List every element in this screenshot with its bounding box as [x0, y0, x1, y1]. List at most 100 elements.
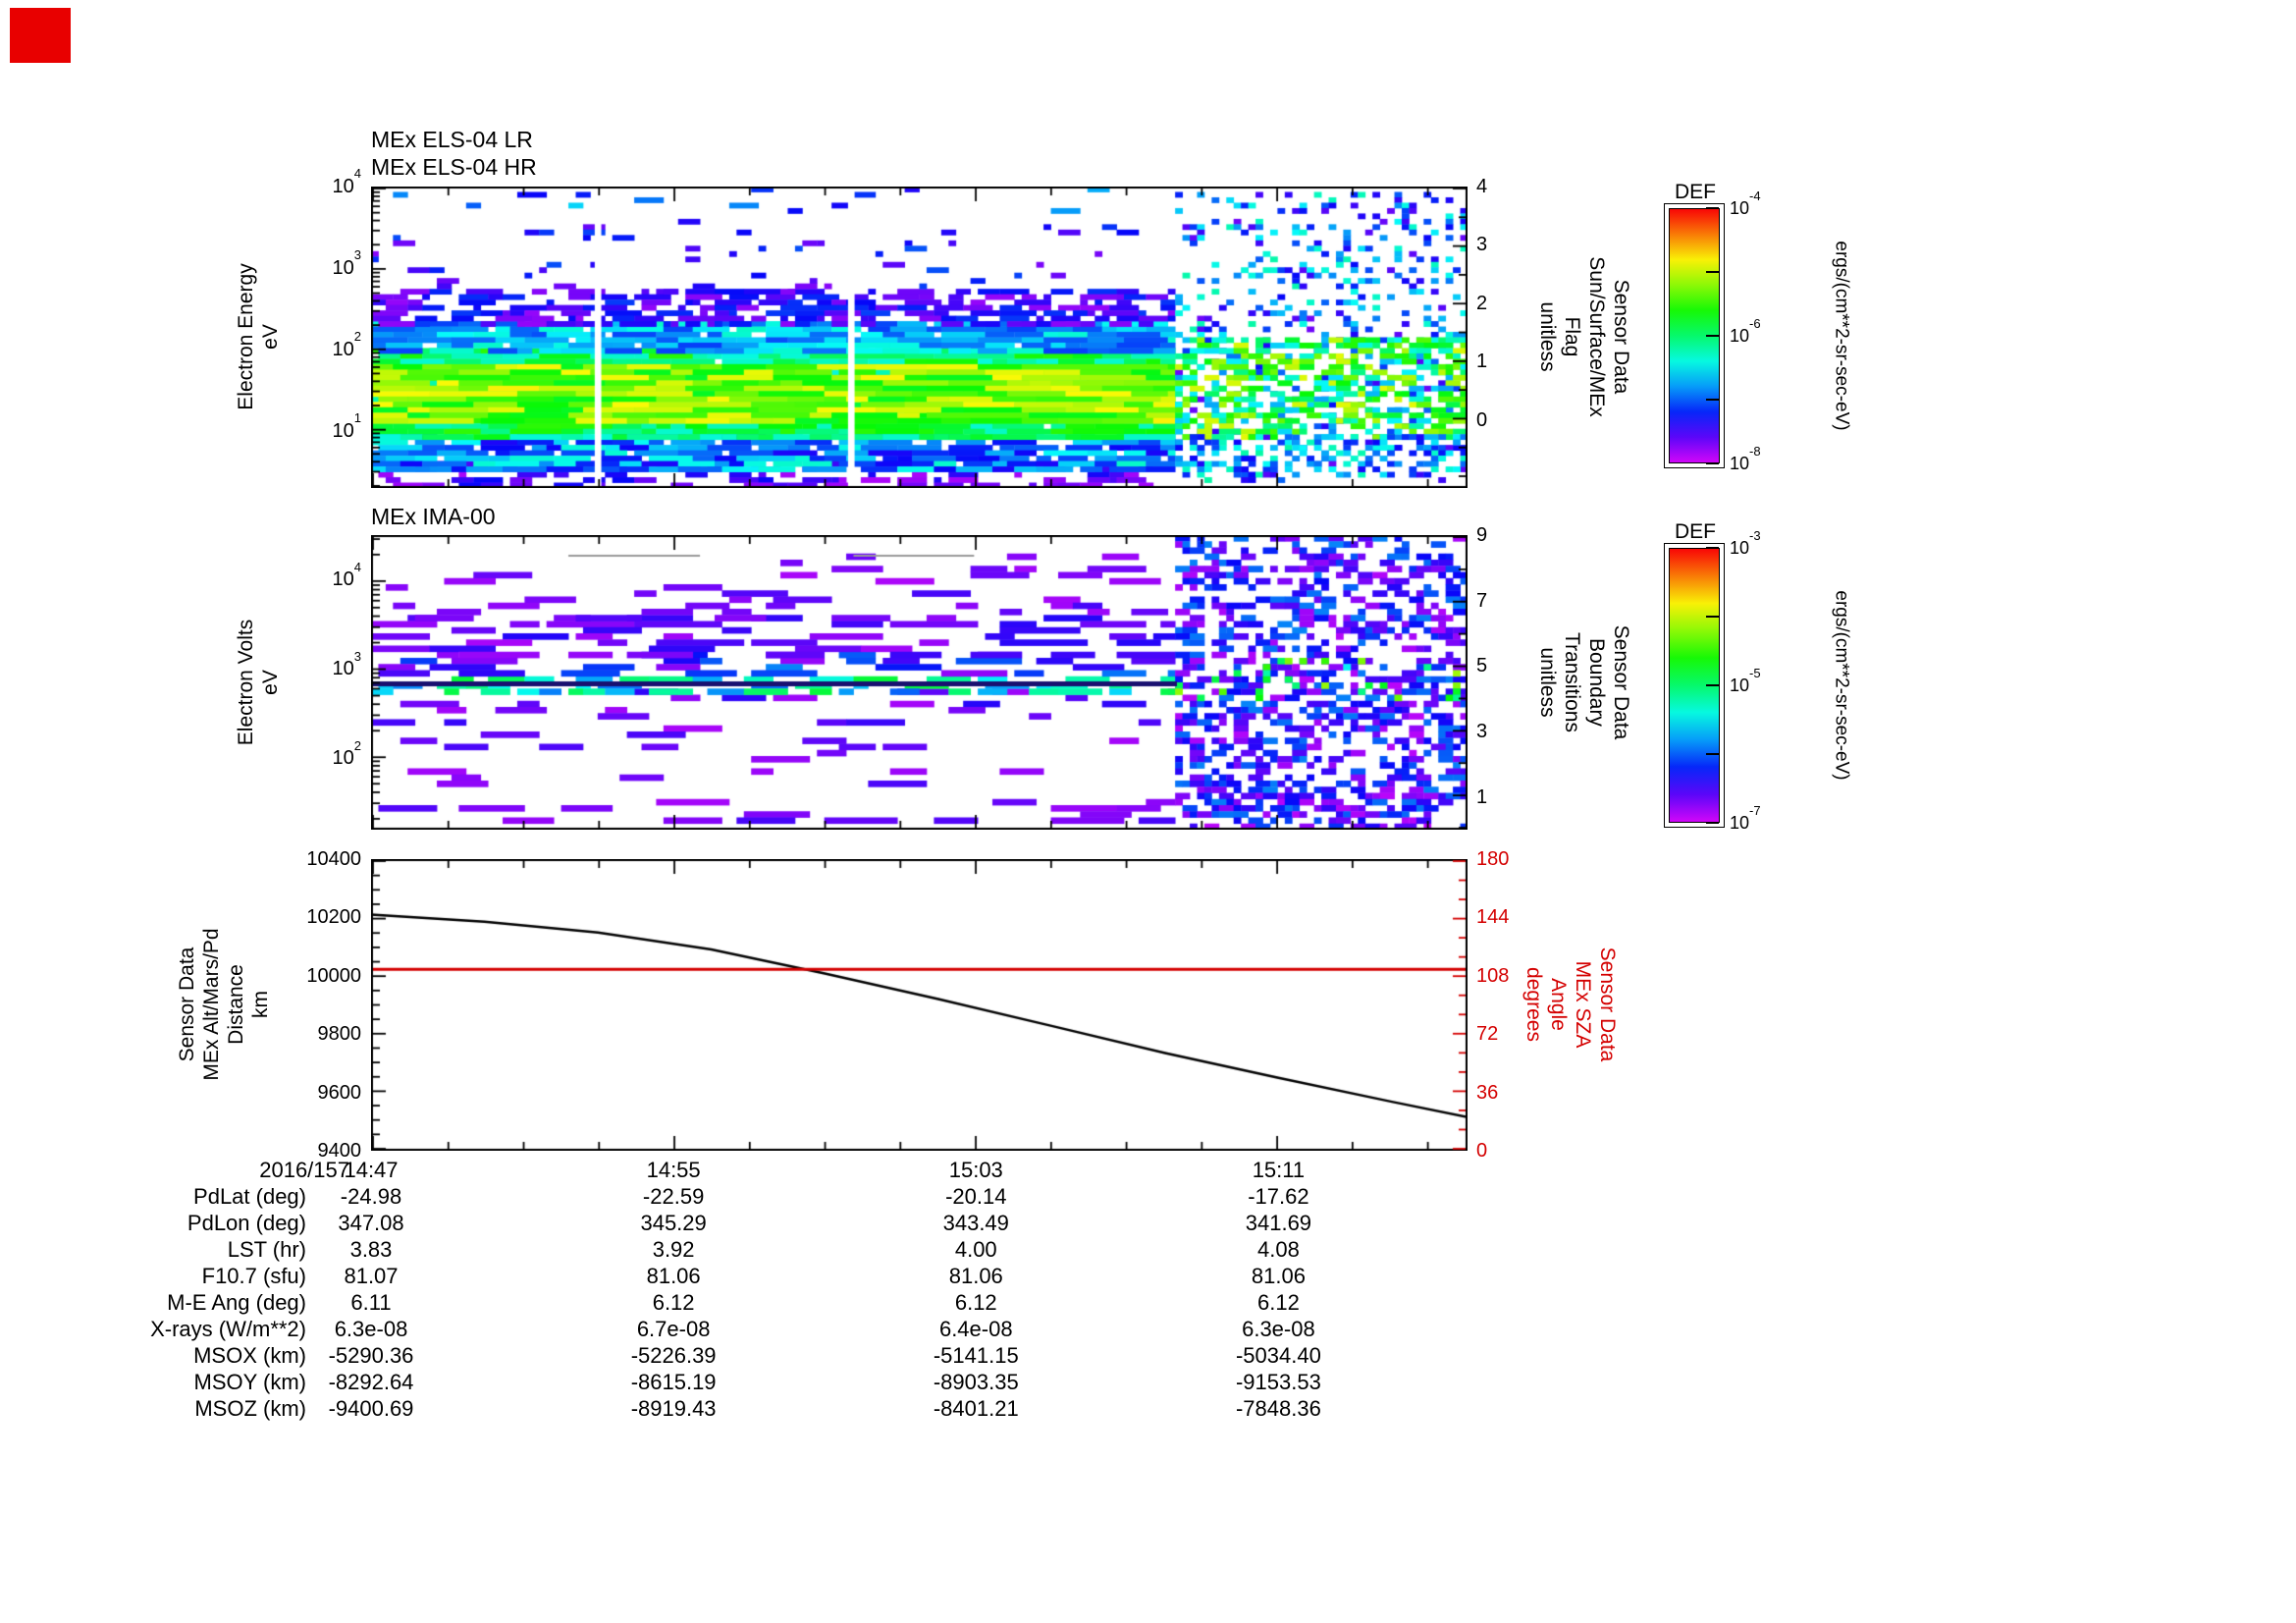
table-cell: 3.83: [349, 1237, 393, 1262]
table-cell: 4.00: [954, 1237, 997, 1262]
table-cell: 6.12: [1256, 1290, 1300, 1315]
table-cell: 4.08: [1256, 1237, 1300, 1262]
els-right-axis-label-line: Flag: [1561, 316, 1583, 357]
colorbar-tick: [1706, 462, 1719, 464]
table-row-label: M-E Ang (deg): [167, 1290, 306, 1315]
colorbar-ima-unit-label: ergs/(cm**2-sr-sec-eV): [1831, 590, 1852, 781]
right-tick-label: 144: [1476, 906, 1510, 929]
colorbar-tick: [1706, 335, 1719, 337]
colorbar-tick: [1706, 822, 1719, 824]
colorbar-tick-label: 10-7: [1730, 803, 1761, 833]
els-title-hr: MEx ELS-04 HR: [371, 154, 537, 180]
colorbar-tick: [1706, 616, 1719, 618]
right-tick-label: 36: [1476, 1081, 1499, 1104]
alt-y-axis-label-line: Sensor Data: [176, 947, 198, 1062]
colorbar-tick: [1706, 547, 1719, 549]
y-tick-label: 10400: [306, 848, 361, 870]
x-axis-tick-label: 14:47: [344, 1158, 399, 1182]
x-axis-tick-label: 15:03: [948, 1158, 1003, 1182]
ima-right-axis-label-line: Transitions: [1561, 632, 1583, 732]
right-tick-label: 7: [1476, 589, 1488, 612]
table-cell: 347.08: [338, 1211, 404, 1235]
els-right-axis-label-line: unitless: [1536, 301, 1559, 372]
table-cell: 6.4e-08: [938, 1317, 1013, 1341]
colorbar-els-unit-label: ergs/(cm**2-sr-sec-eV): [1831, 241, 1852, 431]
y-tick-label: 102: [332, 329, 361, 360]
ima-right-axis-label: Sensor Data Boundary Transitions unitles…: [1535, 625, 1633, 740]
colorbar-tick-label: 10-3: [1730, 528, 1761, 558]
table-cell: 6.3e-08: [334, 1317, 408, 1341]
right-tick-label: 1: [1476, 351, 1488, 373]
table-cell: -5226.39: [630, 1343, 717, 1368]
ima-y-axis-label-line: Electron Volts: [235, 619, 257, 746]
ima-y-axis-label-line: eV: [259, 670, 282, 695]
colorbar-els-title: DEF: [1675, 181, 1716, 203]
table-row-label: F10.7 (sfu): [201, 1264, 306, 1288]
colorbar-tick: [1706, 753, 1719, 755]
x-axis-date-label: 2016/157: [259, 1158, 349, 1182]
colorbar-tick-label: 10-8: [1730, 444, 1761, 473]
table-cell: 6.3e-08: [1242, 1317, 1315, 1341]
alt-y-axis-label: Sensor Data MEx Alt/Mars/Pd Distance km: [175, 928, 273, 1080]
alt-right-axis-label: Sensor Data MEx SZA Angle degrees: [1522, 947, 1620, 1062]
table-cell: 6.12: [652, 1290, 695, 1315]
table-row-label: PdLat (deg): [193, 1184, 306, 1209]
table-row-label: MSOY (km): [193, 1370, 306, 1394]
y-tick-label: 9600: [317, 1081, 362, 1104]
table-cell: -17.62: [1248, 1184, 1309, 1209]
y-tick-label: 103: [332, 247, 361, 279]
table-cell: 81.07: [344, 1264, 399, 1288]
alt-right-axis-label-line: MEx SZA: [1572, 960, 1594, 1049]
ima-title: MEx IMA-00: [371, 504, 496, 529]
table-cell: -7848.36: [1235, 1396, 1321, 1421]
table-row-label: X-rays (W/m**2): [150, 1317, 306, 1341]
alt-y-axis-label-line: MEx Alt/Mars/Pd: [200, 928, 223, 1081]
table-cell: -5290.36: [328, 1343, 414, 1368]
right-tick-label: 5: [1476, 655, 1488, 677]
table-cell: -9400.69: [328, 1396, 414, 1421]
colorbar-ima-title: DEF: [1675, 520, 1716, 543]
table-cell: 6.7e-08: [636, 1317, 711, 1341]
right-tick-label: 0: [1476, 1140, 1488, 1162]
right-tick-label: 3: [1476, 721, 1488, 742]
right-tick-label: 9: [1476, 524, 1488, 546]
table-cell: -20.14: [945, 1184, 1007, 1209]
table-row-label: MSOX (km): [193, 1343, 306, 1368]
right-tick-label: 4: [1476, 176, 1488, 197]
right-tick-label: 0: [1476, 408, 1488, 431]
altitude-sza-canvas: [371, 859, 1468, 1151]
els-right-axis-label: Sensor Data Sun/Surface/MEx Flag unitles…: [1535, 256, 1633, 416]
colorbar-tick-label: 10-5: [1730, 666, 1761, 695]
table-cell: -8903.35: [933, 1370, 1019, 1394]
y-tick-label: 9800: [317, 1023, 362, 1046]
table-cell: 6.12: [954, 1290, 997, 1315]
table-cell: 3.92: [652, 1237, 695, 1262]
alt-right-axis-label-line: Angle: [1547, 978, 1570, 1031]
table-cell: -5141.15: [933, 1343, 1019, 1368]
colorbar-tick: [1706, 271, 1719, 273]
table-row-label: PdLon (deg): [187, 1211, 306, 1235]
els-right-axis-label-line: Sun/Surface/MEx: [1585, 256, 1608, 417]
els-spectrogram-canvas: [371, 187, 1468, 488]
ima-y-axis-label: Electron Volts eV: [234, 620, 283, 745]
y-tick-label: 102: [332, 737, 361, 770]
colorbar-tick-label: 10-6: [1730, 316, 1761, 346]
table-cell: -8615.19: [630, 1370, 717, 1394]
alt-y-axis-label-line: Distance: [225, 964, 247, 1045]
y-tick-label: 103: [332, 648, 361, 680]
table-row-label: LST (hr): [227, 1237, 306, 1262]
ima-right-axis-label-line: Sensor Data: [1610, 624, 1632, 740]
x-axis-tick-label: 15:11: [1252, 1158, 1306, 1182]
colorbar-tick: [1706, 399, 1719, 401]
table-row-label: MSOZ (km): [194, 1396, 306, 1421]
right-tick-label: 2: [1476, 292, 1488, 314]
table-cell: -8919.43: [630, 1396, 717, 1421]
y-tick-label: 101: [332, 410, 361, 442]
alt-right-axis-label-line: degrees: [1522, 967, 1545, 1042]
table-cell: 6.11: [350, 1290, 392, 1315]
right-tick-label: 3: [1476, 234, 1488, 256]
els-y-axis-label: Electron Energy eV: [234, 263, 283, 409]
table-cell: -24.98: [340, 1184, 402, 1209]
ima-right-axis-label-line: Boundary: [1585, 638, 1608, 727]
